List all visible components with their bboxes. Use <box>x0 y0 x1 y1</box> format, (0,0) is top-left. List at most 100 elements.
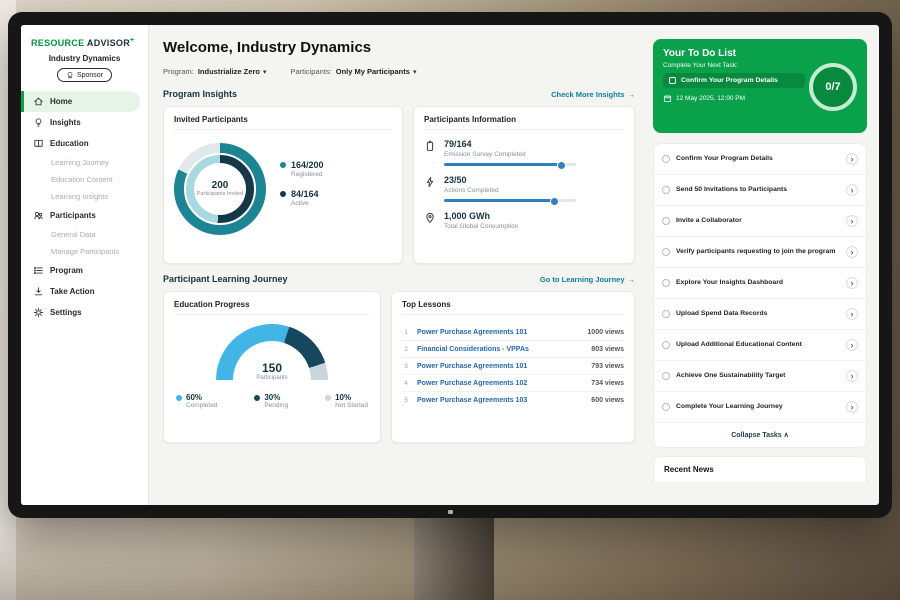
lesson-views: 803 views <box>591 345 624 353</box>
location-pin-icon <box>424 212 436 224</box>
people-icon <box>33 210 44 221</box>
metric-label: Actions Completed <box>444 187 499 194</box>
app-logo: RESOURCE ADVISOR+ <box>21 33 148 50</box>
sidebar-item-manage-participants[interactable]: Manage Participants <box>51 247 120 256</box>
card-title: Top Lessons <box>402 300 624 315</box>
sidebar-item-general-data[interactable]: General Data <box>51 230 96 239</box>
task-row[interactable]: Upload Spend Data Records › <box>654 299 866 330</box>
task-row[interactable]: Complete Your Learning Journey › <box>654 392 866 423</box>
task-row[interactable]: Invite a Collaborator › <box>654 206 866 237</box>
checkbox-icon[interactable] <box>662 186 670 194</box>
lesson-link[interactable]: Power Purchase Agreements 102 <box>417 379 528 387</box>
logo-resource: RESOURCE <box>31 38 85 48</box>
chevron-right-icon[interactable]: › <box>846 308 858 320</box>
sidebar-item-learning-journey[interactable]: Learning Journey <box>51 158 109 167</box>
checkbox-icon[interactable] <box>662 403 670 411</box>
recent-news-card: Recent News <box>653 456 867 482</box>
logo-plus: + <box>130 37 135 44</box>
task-row[interactable]: Achieve One Sustainability Target › <box>654 361 866 392</box>
checkbox-icon[interactable] <box>669 77 676 84</box>
checkbox-icon[interactable] <box>662 155 670 163</box>
participants-filter[interactable]: Participants: Only My Participants ▾ <box>290 67 416 76</box>
monitor-stand <box>414 512 494 600</box>
sidebar-item-label: Settings <box>50 308 82 317</box>
teal-dot-icon <box>280 162 286 168</box>
main-content: Welcome, Industry Dynamics Program: Indu… <box>149 25 649 505</box>
section-title: Program Insights <box>163 89 238 99</box>
chevron-up-icon: ∧ <box>783 432 789 439</box>
legend-label: Not Started <box>335 402 368 409</box>
section-title: Participant Learning Journey <box>163 274 288 284</box>
sidebar-item-take-action[interactable]: Take Action <box>21 281 148 302</box>
lesson-rank: 5 <box>404 396 408 404</box>
lesson-link[interactable]: Power Purchase Agreements 103 <box>417 396 528 404</box>
legend-item-completed: 60% Completed <box>176 393 217 409</box>
program-filter[interactable]: Program: Industrialize Zero ▾ <box>163 67 266 76</box>
chevron-right-icon[interactable]: › <box>846 153 858 165</box>
sidebar-item-learning-insights[interactable]: Learning Insights <box>51 192 109 201</box>
chevron-down-icon: ▾ <box>262 68 267 76</box>
task-label: Invite a Collaborator <box>676 217 742 225</box>
filter-bar: Program: Industrialize Zero ▾ Participan… <box>163 67 635 76</box>
task-label: Upload Additional Educational Content <box>676 341 802 349</box>
monitor-bezel: RESOURCE ADVISOR+ Industry Dynamics Spon… <box>8 12 892 518</box>
chevron-right-icon[interactable]: › <box>846 246 858 258</box>
chevron-right-icon[interactable]: › <box>846 370 858 382</box>
chevron-right-icon[interactable]: › <box>846 184 858 196</box>
sidebar-item-settings[interactable]: Settings <box>21 302 148 323</box>
task-row[interactable]: Explore Your Insights Dashboard › <box>654 268 866 299</box>
checkbox-icon[interactable] <box>662 279 670 287</box>
chevron-right-icon[interactable]: › <box>846 277 858 289</box>
legend-label: Registered <box>291 171 323 178</box>
sidebar-item-program[interactable]: Program <box>21 260 148 281</box>
program-filter-label: Program: <box>163 67 194 76</box>
checkbox-icon[interactable] <box>662 341 670 349</box>
gear-icon <box>33 307 44 318</box>
legend-item-not-started: 10% Not Started <box>325 393 368 409</box>
legend-value: 10% <box>335 393 352 402</box>
go-to-learning-journey-link[interactable]: Go to Learning Journey → <box>540 275 635 284</box>
donut-center-label: Participants Invited <box>196 191 244 198</box>
chevron-right-icon[interactable]: › <box>846 215 858 227</box>
task-list-card: Confirm Your Program Details › Send 50 I… <box>653 143 867 448</box>
progress-bar-fill <box>444 197 560 206</box>
arrow-right-icon: → <box>627 274 636 284</box>
sidebar-item-education-content[interactable]: Education Content <box>51 175 113 184</box>
task-row[interactable]: Confirm Your Program Details › <box>654 144 866 175</box>
metric-value: 23/50 <box>444 175 467 185</box>
todo-progress-badge: 0/7 <box>809 63 857 111</box>
checkbox-icon[interactable] <box>662 372 670 380</box>
lesson-link[interactable]: Financial Considerations - VPPAs <box>417 345 529 353</box>
lesson-rank: 4 <box>404 379 408 387</box>
checkbox-icon[interactable] <box>662 248 670 256</box>
sidebar-item-participants[interactable]: Participants <box>21 205 148 226</box>
legend-value: 30% <box>264 393 281 402</box>
sidebar-item-home[interactable]: Home <box>21 91 140 112</box>
check-more-insights-link[interactable]: Check More Insights → <box>551 90 635 99</box>
progress-bar <box>444 161 576 170</box>
sidebar-item-education[interactable]: Education <box>21 133 148 154</box>
lesson-row: 4 Power Purchase Agreements 102 734 view… <box>402 375 624 392</box>
lesson-link[interactable]: Power Purchase Agreements 101 <box>417 328 528 336</box>
collapse-tasks-button[interactable]: Collapse Tasks ∧ <box>654 423 866 447</box>
chevron-right-icon[interactable]: › <box>846 339 858 351</box>
sidebar-item-label: Participants <box>50 211 96 220</box>
chevron-right-icon[interactable]: › <box>846 401 858 413</box>
legend-item-registered: 164/200 Registered <box>280 160 324 178</box>
next-task-row[interactable]: Confirm Your Program Details <box>663 73 805 88</box>
checkbox-icon[interactable] <box>662 217 670 225</box>
legend-label: Active <box>291 200 309 207</box>
task-label: Explore Your Insights Dashboard <box>676 279 784 287</box>
recent-news-title: Recent News <box>664 465 714 474</box>
task-row[interactable]: Upload Additional Educational Content › <box>654 330 866 361</box>
lesson-row: 2 Financial Considerations - VPPAs 803 v… <box>402 341 624 358</box>
task-row[interactable]: Send 50 Invitations to Participants › <box>654 175 866 206</box>
lesson-row: 5 Power Purchase Agreements 103 600 view… <box>402 392 624 408</box>
task-row[interactable]: Verify participants requesting to join t… <box>654 237 866 268</box>
lesson-link[interactable]: Power Purchase Agreements 101 <box>417 362 528 370</box>
org-name: Industry Dynamics <box>48 54 121 63</box>
download-icon <box>33 286 44 297</box>
book-icon <box>33 138 44 149</box>
sidebar-item-insights[interactable]: Insights <box>21 112 148 133</box>
checkbox-icon[interactable] <box>662 310 670 318</box>
